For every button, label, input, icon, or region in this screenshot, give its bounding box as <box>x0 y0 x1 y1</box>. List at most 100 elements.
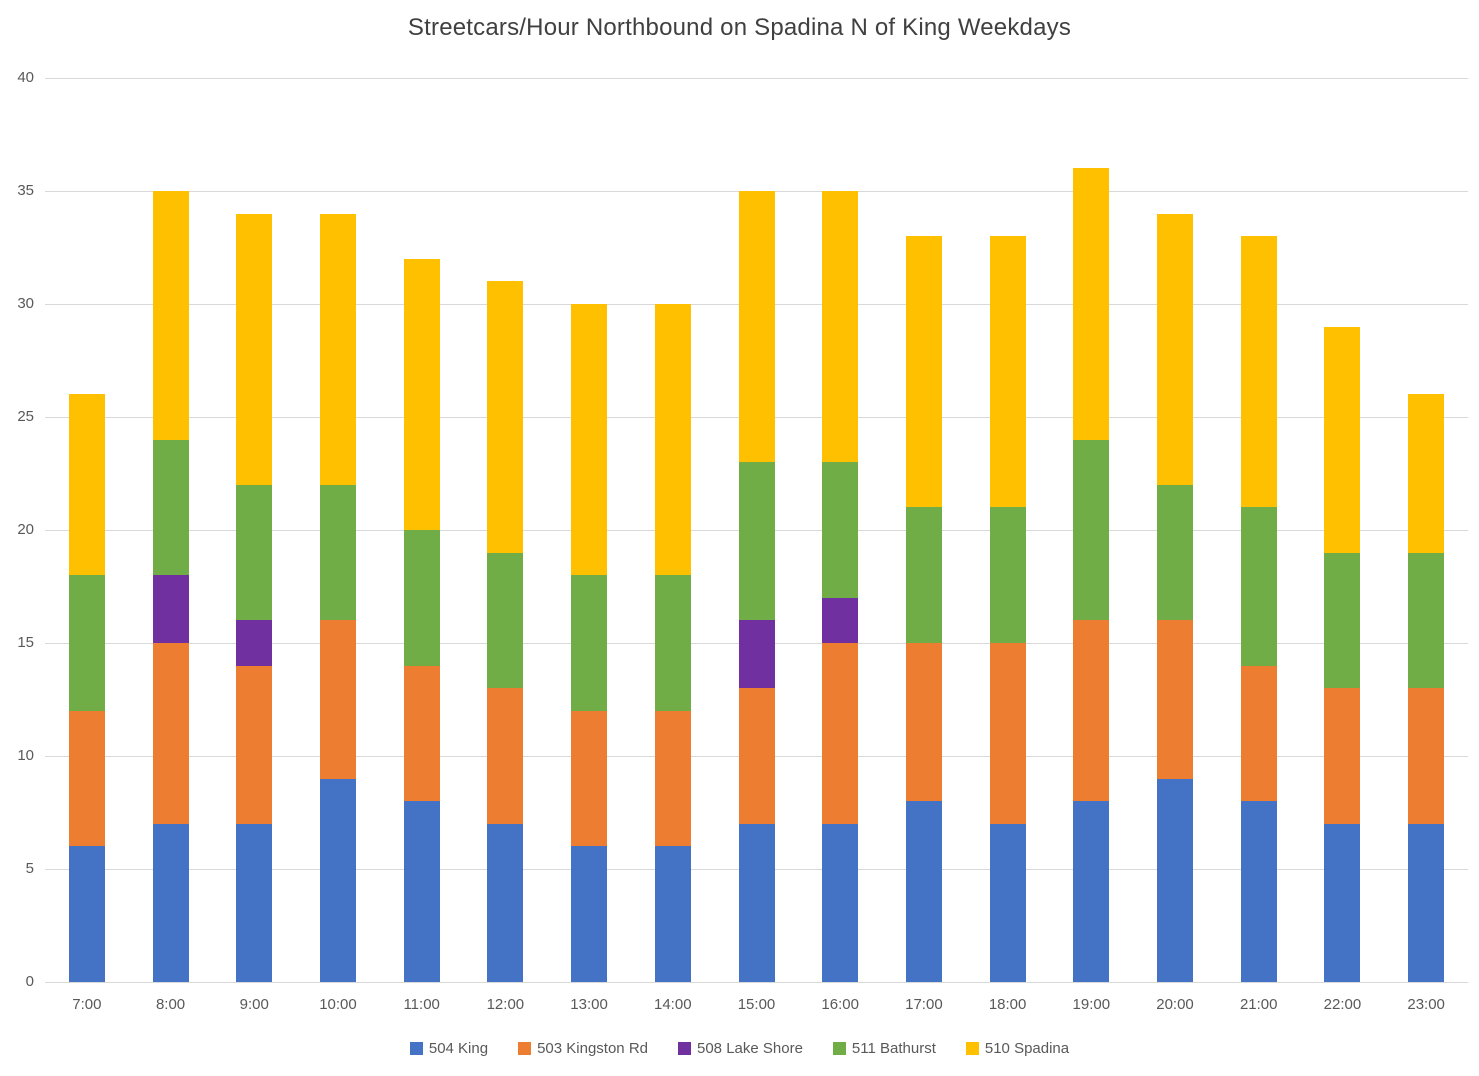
bar-segment-510-spadina <box>403 258 440 530</box>
bar-segment-510-spadina <box>738 191 775 463</box>
bar-segment-510-spadina <box>319 213 356 485</box>
bar-segment-511-bathurst <box>571 575 608 711</box>
legend-swatch-icon <box>832 1042 846 1055</box>
bar-segment-511-bathurst <box>989 507 1026 643</box>
bar-segment-511-bathurst <box>1073 439 1110 621</box>
x-axis-tick-label: 14:00 <box>654 996 692 1013</box>
bar-segment-503-kingston-rd <box>1408 688 1445 824</box>
bar-segment-503-kingston-rd <box>654 710 691 847</box>
bar-segment-511-bathurst <box>68 575 105 711</box>
bar-segment-504-king <box>1157 778 1194 982</box>
bar-segment-503-kingston-rd <box>1157 620 1194 779</box>
bar-segment-503-kingston-rd <box>152 643 189 824</box>
x-axis-tick-label: 9:00 <box>239 996 269 1013</box>
legend-swatch-icon <box>965 1042 979 1055</box>
bar-segment-503-kingston-rd <box>1240 665 1277 802</box>
legend-label: 504 King <box>428 1040 489 1057</box>
x-axis-tick-label: 7:00 <box>72 996 102 1013</box>
bar-segment-508-lake-shore <box>236 620 273 666</box>
legend-item-504-king: 504 King <box>409 1040 489 1057</box>
bar-segment-511-bathurst <box>905 507 942 643</box>
y-axis-tick-label: 25 <box>17 408 34 425</box>
y-axis-tick-label: 40 <box>17 69 34 86</box>
bar-segment-511-bathurst <box>236 484 273 621</box>
bar-segment-510-spadina <box>68 394 105 576</box>
bar-segment-510-spadina <box>989 236 1026 508</box>
x-axis-tick-label: 10:00 <box>319 996 357 1013</box>
x-axis-tick-label: 20:00 <box>1156 996 1194 1013</box>
legend-label: 510 Spadina <box>984 1040 1070 1057</box>
x-axis-tick-label: 12:00 <box>486 996 525 1013</box>
bar-segment-510-spadina <box>822 191 859 463</box>
bar-segment-503-kingston-rd <box>487 688 524 824</box>
bar-segment-510-spadina <box>1408 394 1445 553</box>
legend-swatch-icon <box>518 1042 532 1055</box>
y-axis-tick-label: 10 <box>17 747 34 764</box>
y-axis-tick-label: 35 <box>17 182 34 199</box>
bar-segment-504-king <box>152 823 189 982</box>
legend-label: 503 Kingston Rd <box>537 1040 648 1057</box>
x-axis-tick-label: 23:00 <box>1407 996 1445 1013</box>
bar-segment-503-kingston-rd <box>68 710 105 847</box>
bar-segment-503-kingston-rd <box>571 710 608 847</box>
bar-segment-504-king <box>487 823 524 982</box>
bar-segment-504-king <box>1324 823 1361 982</box>
gridline <box>45 77 1468 79</box>
bar-segment-511-bathurst <box>152 439 189 576</box>
x-axis-tick-label: 8:00 <box>155 996 186 1013</box>
bar-segment-511-bathurst <box>738 462 775 621</box>
x-axis-tick-label: 11:00 <box>403 996 440 1013</box>
bar-segment-511-bathurst <box>1408 552 1445 689</box>
bar-segment-511-bathurst <box>1240 507 1277 666</box>
bar-segment-511-bathurst <box>1324 552 1361 689</box>
legend-item-510-spadina: 510 Spadina <box>965 1040 1070 1057</box>
bar-segment-503-kingston-rd <box>319 620 356 779</box>
bar-segment-503-kingston-rd <box>403 665 440 802</box>
bar-segment-508-lake-shore <box>822 597 859 643</box>
bar-segment-510-spadina <box>905 236 942 508</box>
y-axis-tick-label: 5 <box>25 860 34 877</box>
bar-segment-510-spadina <box>152 191 189 440</box>
bar-segment-511-bathurst <box>487 552 524 689</box>
bar-segment-508-lake-shore <box>738 620 775 689</box>
bar-segment-503-kingston-rd <box>738 688 775 824</box>
legend-label: 508 Lake Shore <box>697 1040 803 1057</box>
bar-segment-503-kingston-rd <box>1324 688 1361 824</box>
x-axis-tick-label: 15:00 <box>737 996 776 1013</box>
bar-segment-510-spadina <box>1157 213 1194 485</box>
bar-segment-504-king <box>236 823 273 982</box>
bar-segment-511-bathurst <box>319 484 356 621</box>
bar-segment-511-bathurst <box>1157 484 1194 621</box>
gridline <box>45 981 1468 983</box>
bar-segment-503-kingston-rd <box>1073 620 1110 802</box>
bar-segment-510-spadina <box>654 304 691 576</box>
y-axis-tick-label: 20 <box>17 521 34 538</box>
bar-segment-504-king <box>989 823 1026 982</box>
bar-segment-504-king <box>1073 801 1110 982</box>
chart-title: Streetcars/Hour Northbound on Spadina N … <box>407 14 1072 41</box>
legend-swatch-icon <box>409 1042 423 1055</box>
bar-segment-504-king <box>1240 801 1277 982</box>
legend: 504 King 503 Kingston Rd 508 Lake Shore 511… <box>0 1040 1479 1057</box>
bar-segment-504-king <box>738 823 775 982</box>
legend-swatch-icon <box>678 1042 691 1055</box>
bar-segment-504-king <box>1408 823 1445 982</box>
bar-segment-504-king <box>571 846 608 982</box>
y-axis-tick-label: 30 <box>17 295 34 312</box>
x-axis-tick-label: 21:00 <box>1239 996 1278 1013</box>
bar-segment-503-kingston-rd <box>822 643 859 824</box>
legend-item-503-kingston-rd: 503 Kingston Rd <box>518 1040 648 1057</box>
bar-segment-510-spadina <box>571 304 608 576</box>
x-axis-tick-label: 22:00 <box>1323 996 1362 1013</box>
bar-segment-504-king <box>403 801 440 982</box>
x-axis-tick-label: 19:00 <box>1072 996 1111 1013</box>
bar-segment-510-spadina <box>1073 168 1110 440</box>
x-axis-tick-label: 17:00 <box>905 996 943 1013</box>
bar-segment-508-lake-shore <box>152 575 189 643</box>
bar-segment-503-kingston-rd <box>989 643 1026 824</box>
y-axis-tick-label: 0 <box>25 973 34 990</box>
legend-label: 511 Bathurst <box>851 1040 936 1057</box>
legend-item-511-bathurst: 511 Bathurst <box>832 1040 936 1057</box>
y-axis-tick-label: 15 <box>17 634 34 651</box>
